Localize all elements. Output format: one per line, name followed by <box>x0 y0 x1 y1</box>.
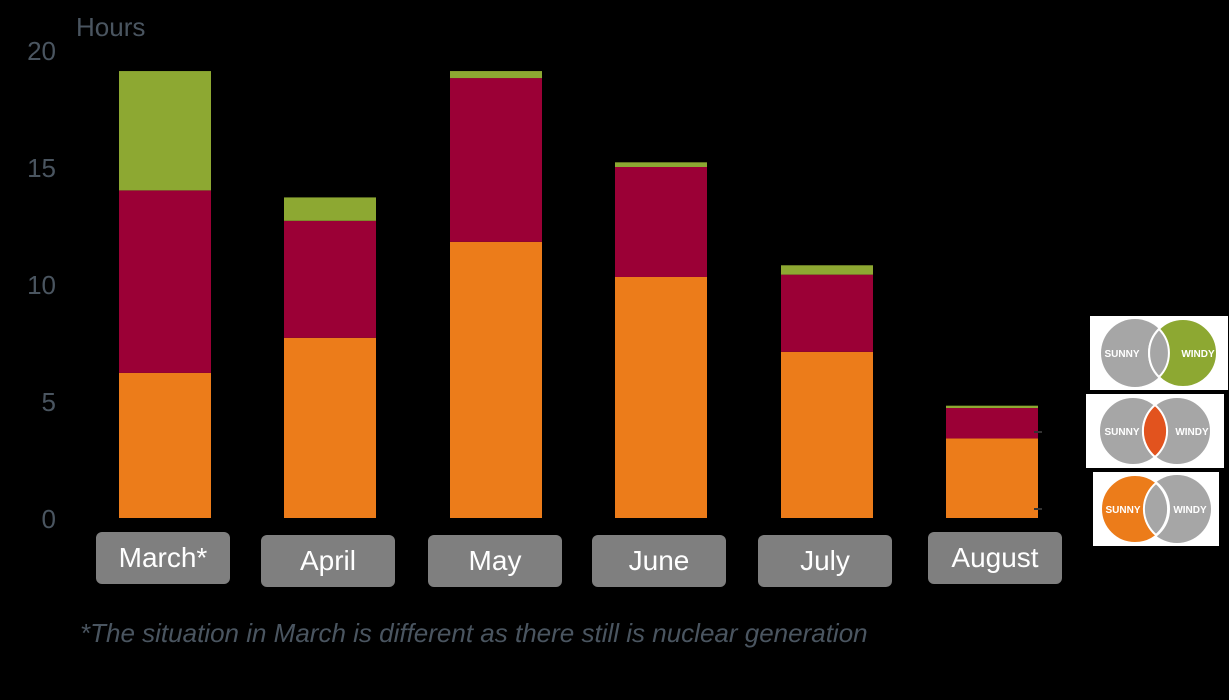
bar-segment <box>615 167 707 277</box>
y-tick-label: 10 <box>27 270 56 300</box>
venn-right-label: WINDY <box>1173 505 1207 516</box>
venn-intersection-icon: SUNNY WINDY <box>1098 396 1212 466</box>
y-tick-label: 0 <box>41 504 56 534</box>
category-label: May <box>428 535 562 587</box>
legend-sunny-and-windy: SUNNY WINDY <box>1086 394 1224 468</box>
venn-sunny-icon: SUNNY WINDY <box>1100 474 1211 544</box>
bar-segment <box>615 162 707 167</box>
legend-connector <box>1034 508 1042 510</box>
legend-windy: SUNNY WINDY <box>1090 316 1228 390</box>
legend-sunny: SUNNY WINDY <box>1093 472 1219 546</box>
bar-segment <box>119 71 211 191</box>
bar-segment <box>450 241 542 518</box>
bar-segment <box>781 351 873 518</box>
bar-segment <box>284 220 376 338</box>
category-label: April <box>261 535 395 587</box>
bar-segment <box>946 405 1038 409</box>
category-label: June <box>592 535 726 587</box>
category-label: August <box>928 532 1062 584</box>
y-tick-label: 5 <box>41 387 56 417</box>
category-label: March* <box>96 532 230 584</box>
bar-segment <box>450 71 542 79</box>
category-label: July <box>758 535 892 587</box>
venn-left-label: SUNNY <box>1105 505 1140 516</box>
y-axis-label: Hours <box>76 12 146 42</box>
bar-segment <box>284 197 376 221</box>
y-tick-label: 20 <box>27 36 56 66</box>
bar-segment <box>781 265 873 275</box>
footnote: *The situation in March is different as … <box>80 618 868 648</box>
bar-segment <box>946 408 1038 439</box>
bar-segment <box>119 190 211 373</box>
venn-right-label: WINDY <box>1181 349 1215 360</box>
venn-left-label: SUNNY <box>1104 349 1139 360</box>
bar-segment <box>615 276 707 518</box>
legend-connector <box>1034 431 1042 433</box>
bar-segment <box>284 337 376 518</box>
bar-segment <box>119 372 211 518</box>
venn-windy-icon: SUNNY WINDY <box>1101 318 1218 388</box>
bar-segment <box>781 274 873 352</box>
y-tick-label: 15 <box>27 153 56 183</box>
bar-segment <box>946 438 1038 518</box>
venn-left-label: SUNNY <box>1104 427 1139 438</box>
bar-segment <box>450 78 542 242</box>
venn-right-label: WINDY <box>1175 427 1209 438</box>
